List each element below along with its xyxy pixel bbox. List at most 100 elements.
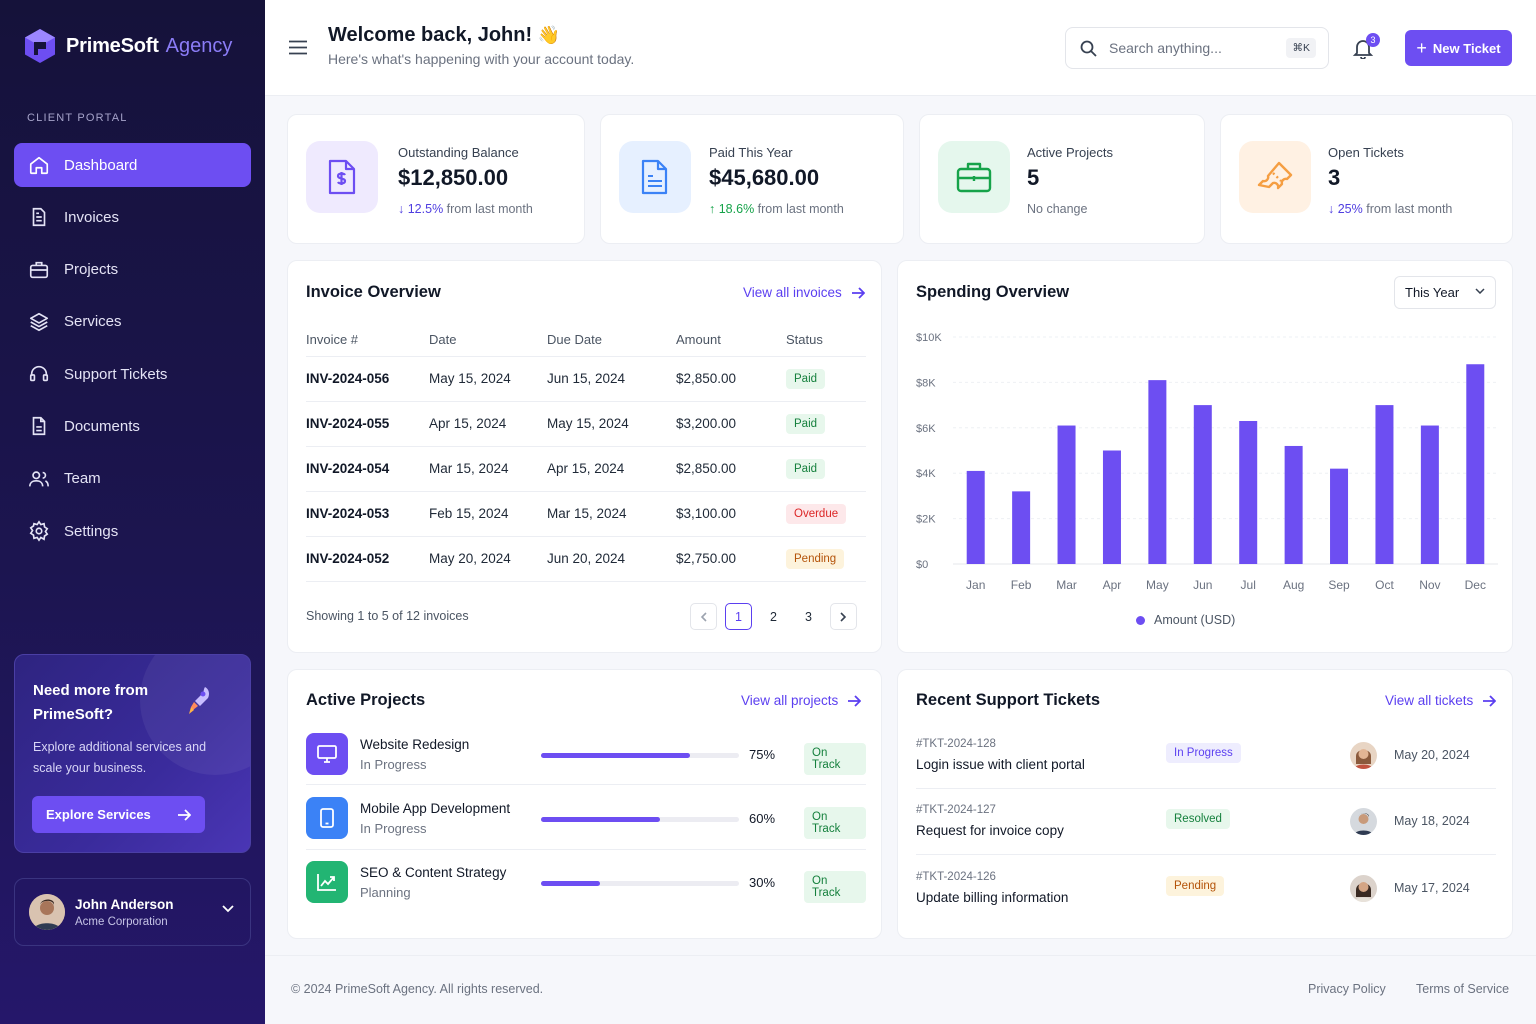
bar-feb[interactable] — [1012, 491, 1031, 564]
project-item[interactable]: Website Redesign In Progress 75% On Trac… — [306, 733, 866, 789]
bar-apr[interactable] — [1102, 450, 1121, 565]
explore-services-button[interactable]: Explore Services — [32, 796, 205, 833]
ticket-title: Login issue with client portal — [916, 757, 1085, 772]
new-ticket-button[interactable]: + New Ticket — [1405, 30, 1512, 66]
table-row[interactable]: INV-2024-053 Feb 15, 2024 Mar 15, 2024 $… — [306, 491, 866, 537]
ticket-item[interactable]: #TKT-2024-128 Login issue with client po… — [916, 738, 1496, 804]
project-item[interactable]: Mobile App Development In Progress 60% O… — [306, 797, 866, 853]
stat-value: 5 — [1027, 165, 1040, 190]
x-tick-label: Oct — [1375, 578, 1394, 592]
invoice-id[interactable]: INV-2024-053 — [306, 491, 429, 537]
table-row[interactable]: INV-2024-054 Mar 15, 2024 Apr 15, 2024 $… — [306, 446, 866, 492]
sidebar-item-services[interactable]: Services — [14, 300, 251, 344]
prev-page-button[interactable] — [690, 603, 717, 630]
sidebar-item-support-tickets[interactable]: Support Tickets — [14, 352, 251, 396]
invoice-id[interactable]: INV-2024-052 — [306, 536, 429, 582]
table-row[interactable]: INV-2024-055 Apr 15, 2024 May 15, 2024 $… — [306, 401, 866, 447]
bar-may[interactable] — [1148, 380, 1167, 564]
progress-fill — [541, 817, 660, 822]
ticket-item[interactable]: #TKT-2024-126 Update billing information… — [916, 871, 1496, 937]
sidebar-item-team[interactable]: Team — [14, 457, 251, 501]
ticket-title: Request for invoice copy — [916, 823, 1064, 838]
bar-jan[interactable] — [966, 470, 985, 564]
user-name: John Anderson — [75, 896, 174, 912]
privacy-policy-link[interactable]: Privacy Policy — [1308, 982, 1386, 996]
invoice-status-cell: Paid — [786, 356, 866, 402]
sidebar-item-documents[interactable]: Documents — [14, 404, 251, 448]
view-all-invoices-link[interactable]: View all invoices — [743, 285, 865, 300]
next-page-button[interactable] — [830, 603, 857, 630]
home-icon — [29, 156, 49, 175]
table-row[interactable]: INV-2024-056 May 15, 2024 Jun 15, 2024 $… — [306, 356, 866, 402]
divider — [916, 854, 1496, 855]
table-row[interactable]: INV-2024-052 May 20, 2024 Jun 20, 2024 $… — [306, 536, 866, 582]
page-button-3[interactable]: 3 — [805, 609, 812, 624]
y-tick-label: $4K — [916, 468, 936, 480]
invoice-amount: $2,850.00 — [676, 356, 786, 402]
bar-dec[interactable] — [1466, 364, 1485, 564]
page-subtitle: Here's what's happening with your accoun… — [328, 51, 635, 67]
y-tick-label: $10K — [916, 332, 942, 344]
bar-oct[interactable] — [1375, 405, 1394, 564]
project-progress-bar — [541, 753, 739, 758]
x-tick-label: Feb — [1011, 578, 1032, 592]
search-input[interactable] — [1109, 40, 1279, 56]
column-header: Due Date — [547, 323, 676, 357]
stat-value: 3 — [1328, 165, 1341, 190]
chevron-down-icon — [1475, 288, 1485, 294]
status-badge: In Progress — [1166, 743, 1241, 763]
sidebar-item-settings[interactable]: Settings — [14, 509, 251, 553]
recent-tickets-panel: Recent Support Tickets View all tickets … — [897, 669, 1513, 939]
sidebar-item-invoices[interactable]: Invoices — [14, 195, 251, 239]
ticket-id: #TKT-2024-127 — [916, 804, 996, 816]
arrow-down-icon: ↓ — [1328, 202, 1335, 216]
brand-suffix: Agency — [165, 34, 233, 57]
invoice-id[interactable]: INV-2024-056 — [306, 356, 429, 402]
user-profile-card[interactable]: John Anderson Acme Corporation — [14, 878, 251, 946]
bar-sep[interactable] — [1330, 468, 1349, 564]
link-label: View all projects — [741, 693, 839, 708]
invoice-id[interactable]: INV-2024-054 — [306, 446, 429, 492]
wave-emoji: 👋 — [537, 25, 561, 45]
ticket-id: #TKT-2024-128 — [916, 738, 996, 750]
ticket-item[interactable]: #TKT-2024-127 Request for invoice copy R… — [916, 804, 1496, 870]
sidebar-item-projects[interactable]: Projects — [14, 248, 251, 292]
notifications-button[interactable]: 3 — [1352, 33, 1380, 59]
search-box[interactable]: ⌘K — [1065, 27, 1329, 69]
invoice-id[interactable]: INV-2024-055 — [306, 401, 429, 447]
panel-title: Recent Support Tickets — [916, 691, 1100, 709]
document-icon — [32, 417, 46, 436]
x-tick-label: Apr — [1103, 578, 1122, 592]
chevron-down-icon[interactable] — [222, 905, 234, 913]
bar-aug[interactable] — [1284, 445, 1303, 564]
page-button-1[interactable]: 1 — [725, 603, 752, 630]
stat-card-outstanding-balance: Outstanding Balance $12,850.00 ↓ 12.5% f… — [287, 114, 585, 244]
divider — [916, 788, 1496, 789]
project-name: Website Redesign — [360, 737, 470, 752]
bar-nov[interactable] — [1420, 425, 1439, 564]
bar-jul[interactable] — [1239, 420, 1258, 564]
view-all-projects-link[interactable]: View all projects — [741, 693, 862, 708]
invoice-amount: $3,200.00 — [676, 401, 786, 447]
bar-jun[interactable] — [1193, 405, 1212, 564]
project-item[interactable]: SEO & Content Strategy Planning 30% On T… — [306, 861, 866, 917]
page-button-2[interactable]: 2 — [770, 609, 777, 624]
link-label: View all tickets — [1385, 693, 1474, 708]
sidebar-item-label: Projects — [64, 261, 119, 279]
sidebar-item-label: Support Tickets — [64, 365, 168, 383]
view-all-tickets-link[interactable]: View all tickets — [1385, 693, 1497, 708]
menu-icon[interactable] — [289, 40, 307, 55]
period-select[interactable]: This Year — [1394, 276, 1496, 309]
promo-card: Need more from PrimeSoft? Explore additi… — [14, 654, 251, 853]
footer: © 2024 PrimeSoft Agency. All rights rese… — [265, 955, 1536, 1024]
status-badge: Paid — [786, 458, 826, 479]
shortcut-badge: ⌘K — [1286, 38, 1316, 58]
invoice-date: May 20, 2024 — [429, 536, 547, 582]
y-tick-label: $0 — [916, 559, 928, 571]
bar-mar[interactable] — [1057, 425, 1076, 564]
sidebar-item-dashboard[interactable]: Dashboard — [14, 143, 251, 187]
sidebar-item-label: Team — [64, 470, 101, 488]
terms-of-service-link[interactable]: Terms of Service — [1416, 982, 1510, 996]
legend-swatch — [1136, 615, 1145, 625]
logo[interactable]: PrimeSoft Agency — [24, 28, 232, 64]
